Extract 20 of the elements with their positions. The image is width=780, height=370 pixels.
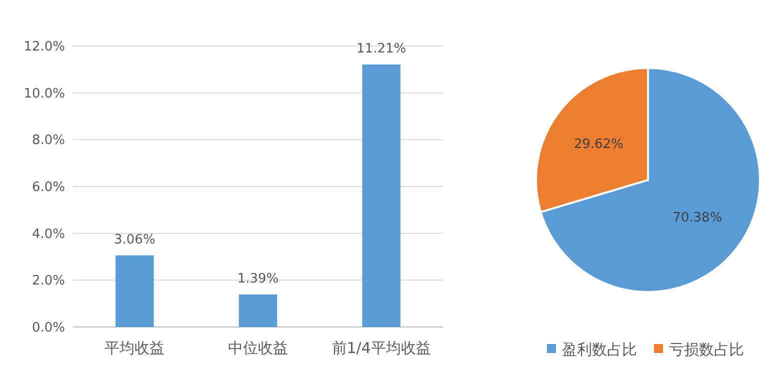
- data-label: 70.38%: [672, 210, 722, 226]
- y-tick-label: 8.0%: [32, 133, 65, 148]
- y-tick-label: 10.0%: [24, 86, 65, 102]
- legend-label: 亏损数占比: [669, 340, 744, 358]
- x-tick-label: 平均收益: [104, 339, 165, 357]
- x-tick-label: 前1/4平均收益: [332, 339, 431, 357]
- y-tick-label: 4.0%: [32, 226, 65, 242]
- y-tick-label: 6.0%: [32, 180, 65, 196]
- y-tick-label: 2.0%: [32, 274, 65, 289]
- data-label: 11.21%: [356, 42, 406, 56]
- data-label: 1.39%: [237, 271, 279, 286]
- bar: [238, 294, 278, 327]
- bar: [116, 255, 154, 327]
- legend-label: 盈利数占比: [562, 340, 637, 358]
- y-tick-label: 0.0%: [32, 320, 65, 336]
- data-label: 3.06%: [114, 232, 156, 248]
- data-label: 29.62%: [574, 136, 624, 152]
- x-tick-label: 中位收益: [228, 339, 288, 357]
- bar: [362, 64, 400, 327]
- y-tick-label: 12.0%: [24, 40, 65, 55]
